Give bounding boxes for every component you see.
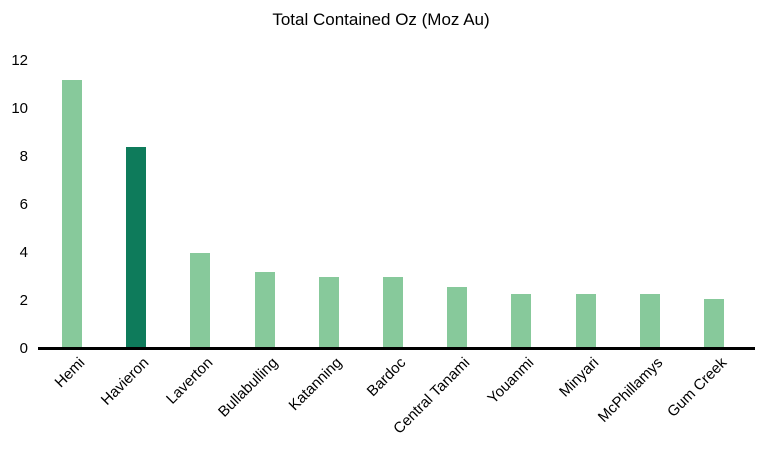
y-tick-label-6: 6 bbox=[19, 196, 28, 213]
y-tick-label-0: 0 bbox=[19, 340, 28, 357]
bar-mcphillamys bbox=[639, 293, 660, 349]
bar-minyari bbox=[575, 293, 596, 349]
y-tick-label-4: 4 bbox=[19, 244, 28, 261]
y-tick-label-8: 8 bbox=[19, 148, 28, 165]
y-tick-label-10: 10 bbox=[11, 100, 28, 117]
y-tick-label-2: 2 bbox=[19, 292, 28, 309]
bar-bullabulling bbox=[254, 272, 275, 349]
bar-laverton bbox=[190, 253, 211, 349]
bar-bardoc bbox=[383, 277, 403, 349]
bar-gum-creek bbox=[703, 298, 724, 349]
bar-youanmi bbox=[511, 293, 532, 349]
bar-hemi bbox=[62, 80, 83, 349]
y-tick-label-12: 12 bbox=[11, 52, 28, 69]
plot-area bbox=[40, 61, 746, 349]
bar-central-tanami bbox=[447, 286, 468, 349]
chart-title: Total Contained Oz (Moz Au) bbox=[272, 10, 490, 29]
x-axis-line bbox=[38, 347, 755, 350]
bar-katanning bbox=[318, 277, 339, 349]
bar-havieron bbox=[126, 147, 147, 349]
